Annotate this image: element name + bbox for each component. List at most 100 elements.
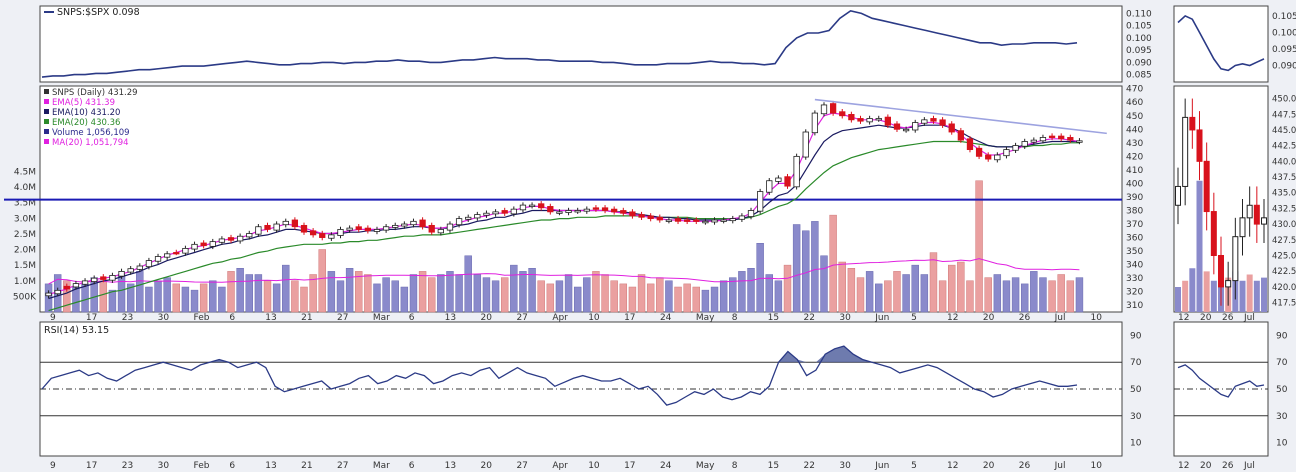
candle-body: [355, 226, 362, 230]
price-xtick: 23: [122, 313, 133, 323]
volume-bar: [847, 268, 856, 313]
detail-price-ytick: 445.0: [1272, 126, 1296, 136]
rsi-xtick: 20: [481, 461, 493, 471]
volume-bar: [172, 283, 180, 313]
price-ytick: 420: [1126, 152, 1143, 162]
rsi-xtick: 6: [409, 461, 415, 471]
volume-bar: [792, 224, 801, 313]
rsi-xtick: 26: [1019, 461, 1031, 471]
price-xtick: Jul: [1054, 313, 1066, 323]
rsi-xtick: 10: [1091, 461, 1103, 471]
detail-candle-body: [1203, 160, 1210, 213]
volume-bar: [701, 289, 710, 313]
candle-body: [364, 227, 371, 232]
volume-bar: [181, 286, 190, 313]
rsi-ytick: 10: [1130, 439, 1142, 449]
volume-bar: [1066, 280, 1075, 313]
price-xtick: 27: [337, 313, 348, 323]
volume-bar: [464, 255, 472, 313]
detail-candle-body: [1225, 280, 1232, 288]
candle-body: [674, 218, 682, 222]
rs-line: [41, 10, 1078, 78]
candle-body: [483, 212, 490, 216]
rsi-xtick: Jun: [874, 461, 889, 471]
volume-bar: [318, 249, 326, 313]
rs-ytick: 0.105: [1126, 22, 1152, 32]
candle-body: [246, 233, 253, 238]
candle-body: [218, 238, 226, 243]
volume-bar: [254, 274, 263, 313]
rs-ytick: 0.090: [1126, 58, 1152, 68]
price-ytick: 360: [1126, 234, 1143, 244]
candle-body: [711, 219, 718, 223]
price-legend-swatch: [44, 99, 49, 104]
candle-body: [255, 226, 262, 235]
candle-body: [1058, 135, 1065, 140]
candle-body: [200, 242, 207, 247]
candle-body: [136, 265, 143, 270]
detail-volume-bar: [1175, 287, 1181, 312]
price-legend-item: Volume 1,056,109: [52, 128, 130, 138]
candle-body: [921, 119, 928, 124]
detail-price-ytick: 425.0: [1272, 252, 1296, 262]
volume-bar: [263, 280, 272, 313]
price-xtick: 15: [768, 313, 779, 323]
price-xtick: 30: [158, 313, 170, 323]
volume-bar: [272, 283, 281, 313]
rsi-xtick: 13: [445, 461, 456, 471]
rs-ytick: 0.110: [1126, 9, 1152, 19]
price-xtick: 30: [839, 313, 851, 323]
volume-bar: [811, 221, 819, 313]
candle-body: [1003, 149, 1010, 157]
price-ytick: 410: [1126, 166, 1143, 176]
detail-price-ytick: 437.5: [1272, 173, 1296, 183]
volume-bar: [683, 283, 691, 313]
volume-bar: [1039, 277, 1047, 313]
volume-ytick: 3.0M: [14, 214, 36, 224]
volume-bar: [400, 286, 409, 313]
rsi-line: [41, 345, 1078, 406]
candle-body: [574, 210, 581, 213]
rsi-xtick: 5: [911, 461, 917, 471]
volume-bar: [628, 286, 637, 313]
volume-bar: [692, 286, 700, 313]
volume-bar: [948, 264, 956, 313]
volume-bar: [884, 280, 892, 313]
candle-body: [720, 219, 727, 222]
volume-bar: [99, 280, 108, 313]
volume-bar: [774, 280, 783, 313]
volume-bar: [154, 280, 162, 313]
candle-body: [227, 237, 235, 241]
candle-body: [994, 154, 1001, 161]
volume-bar: [336, 280, 345, 313]
price-xtick: 12: [947, 313, 958, 323]
price-ytick: 460: [1126, 98, 1143, 108]
rsi-xtick: 17: [86, 461, 97, 471]
detail-price-ytick: 427.5: [1272, 236, 1296, 246]
candle-body: [419, 219, 426, 228]
candle-body: [857, 118, 864, 122]
volume-bar: [409, 274, 418, 313]
detail-rsi-ytick: 50: [1276, 385, 1288, 395]
candle-body: [966, 138, 974, 151]
candle-body: [1012, 145, 1019, 151]
rsi-xtick: 22: [803, 461, 814, 471]
candle-body: [975, 147, 983, 157]
volume-bar: [738, 271, 746, 313]
candle-body: [601, 207, 609, 211]
volume-bar: [902, 274, 910, 313]
volume-bar: [373, 283, 381, 313]
candle-body: [829, 103, 837, 114]
volume-bar: [108, 289, 117, 313]
price-ytick: 450: [1126, 112, 1143, 122]
volume-bar: [282, 264, 290, 313]
price-ytick: 310: [1126, 301, 1143, 311]
price-legend-item: EMA(20) 430.36: [52, 118, 120, 128]
candle-body: [747, 210, 755, 217]
rsi-xtick: 21: [301, 461, 312, 471]
candle-body: [939, 119, 946, 126]
volume-bar: [519, 271, 527, 313]
rsi-xtick: May: [696, 461, 715, 471]
detail-candle-body: [1210, 211, 1217, 256]
